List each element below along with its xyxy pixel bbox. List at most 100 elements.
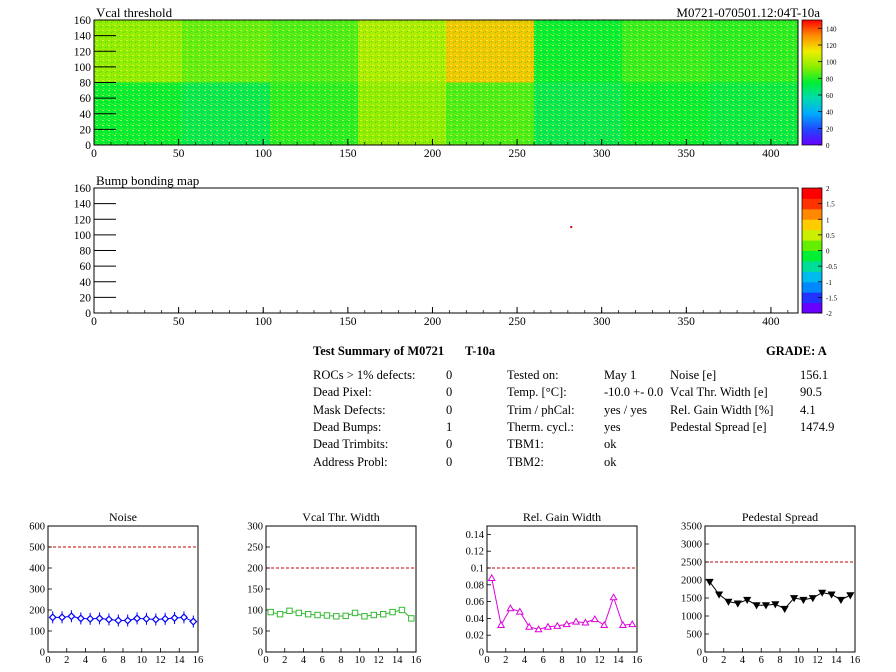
data-point <box>705 578 714 587</box>
data-point <box>609 593 618 601</box>
chart-vcal-thr-width: Vcal Thr. Width 0 50 100 150 200 250 300 0 2 4 6 8 10… <box>247 510 421 666</box>
data-point <box>515 607 524 615</box>
palette-band <box>802 219 822 231</box>
palette-tick-label: 40 <box>826 109 834 117</box>
palette-tick-label: 120 <box>826 42 837 50</box>
defect-label: Dead Pixel: <box>313 385 372 400</box>
map-title: Bump bonding map <box>96 173 199 188</box>
data-point <box>86 614 95 623</box>
palette-tick-label: 2 <box>826 185 830 193</box>
y-tick-label: 0.04 <box>466 614 485 625</box>
palette-tick-label: 100 <box>826 59 837 67</box>
y-tick-label: 0 <box>479 648 484 659</box>
data-point <box>151 615 160 624</box>
y-tick-label: 400 <box>29 564 45 575</box>
y-tick-label: 0 <box>697 648 702 659</box>
plot-frame <box>486 525 638 653</box>
condition-value: yes / yes <box>604 402 648 417</box>
data-point <box>506 604 515 612</box>
data-point <box>818 589 827 597</box>
x-tick-label: 0 <box>91 316 97 328</box>
y-tick-label: 50 <box>253 627 264 638</box>
defect-label: Dead Trimbits: <box>313 437 389 452</box>
roc-cell-texture <box>622 20 710 83</box>
color-palette <box>802 20 822 145</box>
data-point <box>333 613 340 620</box>
palette-band <box>802 240 822 251</box>
data-point <box>724 598 733 606</box>
x-tick-label: 2 <box>64 655 69 666</box>
x-tick-label: 0 <box>484 655 489 666</box>
condition-value: ok <box>604 454 617 469</box>
data-point <box>572 617 581 625</box>
data-point <box>161 614 170 623</box>
x-tick-label: 4 <box>301 655 307 666</box>
defect-label: Address Probl: <box>313 454 388 469</box>
roc-cell-texture <box>710 82 798 145</box>
x-tick-label: 16 <box>193 655 204 666</box>
x-tick-label: 12 <box>594 655 605 666</box>
y-tick-label: 600 <box>29 522 45 533</box>
x-tick-label: 2 <box>282 655 287 666</box>
data-point <box>142 614 151 623</box>
x-tick-label: 6 <box>759 655 764 666</box>
x-tick-label: 10 <box>137 655 148 666</box>
y-tick-label: 0.02 <box>466 631 484 642</box>
data-point <box>808 595 817 603</box>
data-point <box>189 617 198 626</box>
y-tick-label: 0 <box>85 140 91 152</box>
result-value: 1474.9 <box>800 419 835 434</box>
data-point <box>276 611 284 618</box>
x-tick-label: 0 <box>702 655 707 666</box>
y-tick-label: 60 <box>80 93 92 105</box>
plot-frame <box>93 187 799 314</box>
dead-bump-marker <box>570 226 573 229</box>
x-tick-label: 2 <box>721 655 726 666</box>
y-tick-label: 0.08 <box>466 580 484 591</box>
data-point <box>733 600 742 608</box>
roc-cell-texture <box>446 82 534 145</box>
x-tick-label: 0 <box>45 655 50 666</box>
roc-cell-texture <box>182 20 270 83</box>
y-tick-label: 0.12 <box>466 547 484 558</box>
data-point <box>48 613 57 622</box>
roc-cell-texture <box>710 20 798 83</box>
result-value: 90.5 <box>800 385 822 400</box>
data-point <box>628 620 637 628</box>
y-tick-label: 150 <box>247 585 263 596</box>
condition-label: Trim / phCal: <box>507 402 575 417</box>
roc-cell-texture <box>358 82 446 145</box>
data-point <box>553 621 562 629</box>
condition-value: -10.0 +- 0.0 <box>604 385 664 400</box>
x-tick-label: 14 <box>613 655 624 666</box>
y-tick-label: 300 <box>247 522 263 533</box>
condition-value: May 1 <box>604 368 637 382</box>
plot-frame <box>47 525 199 653</box>
palette-tick-label: 80 <box>826 75 834 83</box>
x-tick-label: 300 <box>593 148 611 160</box>
defect-value: 0 <box>446 402 453 417</box>
data-point <box>408 615 415 622</box>
x-tick-label: 12 <box>155 655 166 666</box>
y-tick-label: 0.1 <box>471 564 484 575</box>
palette-tick-label: -1.5 <box>826 294 838 302</box>
data-point <box>497 620 506 629</box>
x-tick-label: 8 <box>559 655 564 666</box>
y-tick-label: 500 <box>29 543 45 554</box>
y-tick-label: 40 <box>80 277 92 289</box>
chart-noise: Noise 0 100 200 300 400 500 600 0 2 4 6 8 10 12 14 16 <box>29 510 203 666</box>
y-tick-label: 80 <box>80 78 92 90</box>
x-tick-label: 0 <box>91 148 97 160</box>
condition-label: Tested on: <box>507 368 559 382</box>
condition-value: yes <box>604 419 621 434</box>
palette-band <box>802 292 822 304</box>
series-line <box>52 615 194 623</box>
condition-value: ok <box>604 437 617 452</box>
series-line <box>270 609 412 619</box>
x-tick-label: 350 <box>678 148 696 160</box>
data-point <box>361 613 368 620</box>
x-tick-label: 16 <box>632 655 643 666</box>
x-tick-label: 16 <box>411 655 422 666</box>
result-value: 4.1 <box>800 402 816 417</box>
